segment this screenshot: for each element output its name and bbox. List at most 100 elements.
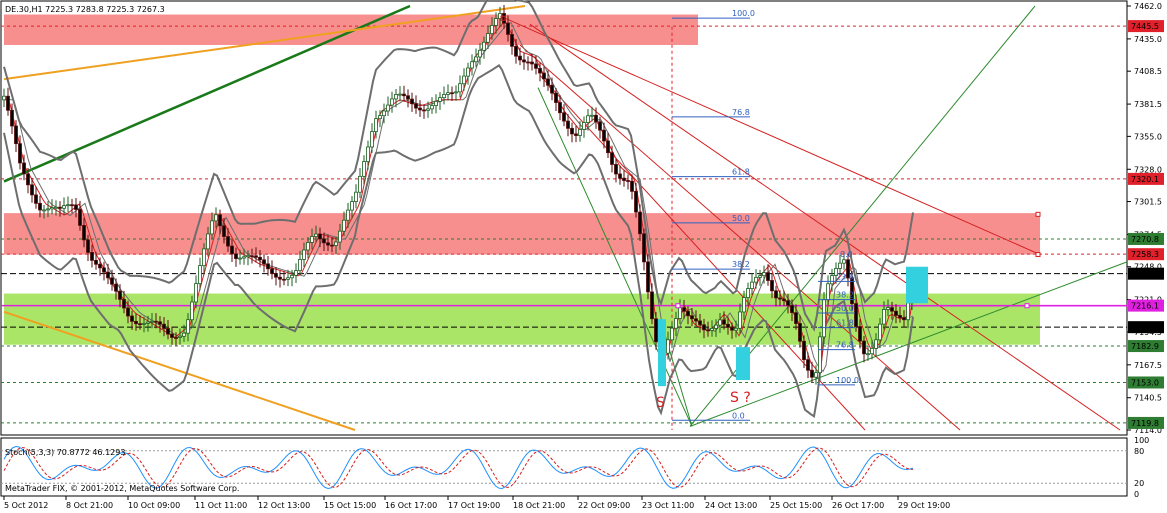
candle-body	[882, 309, 886, 325]
candle-body	[462, 75, 466, 85]
price-marker-label: 7119.8	[1131, 419, 1159, 428]
candle-body	[66, 204, 70, 207]
candle-body	[474, 56, 478, 63]
candle-body	[654, 318, 658, 343]
fibo-second-label: 23.6	[836, 272, 854, 281]
x-tick-label: 29 Oct 19:00	[898, 501, 950, 510]
candle-body	[238, 257, 242, 260]
candle-body	[162, 323, 166, 329]
x-tick-label: 24 Oct 13:00	[705, 501, 757, 510]
candle-body	[50, 207, 54, 210]
price-marker-bg	[1128, 248, 1164, 261]
candle-body	[586, 115, 590, 123]
candle-body	[722, 319, 726, 325]
fibo-main-label: 50.0	[732, 214, 750, 223]
candle-body	[834, 268, 838, 276]
zone-resistance-mid	[4, 213, 1040, 255]
candle-body	[518, 55, 522, 61]
fibo-main-label: 61.8	[732, 168, 750, 177]
fibo-second-label: 61.8	[836, 319, 854, 328]
stoch-y-label: 80	[1134, 447, 1144, 456]
price-marker-bg	[1128, 416, 1164, 429]
candle-body	[230, 245, 234, 255]
candle-body	[194, 283, 198, 303]
candle-body	[362, 161, 366, 177]
candle-body	[434, 100, 438, 107]
candle-body	[390, 98, 394, 106]
price-axis: 7462.0 7435.0 7408.5 7381.5 7355.0 7328.0 7301…	[1127, 2, 1164, 435]
candle-body	[138, 323, 142, 326]
candle-body	[902, 317, 906, 321]
candle-body	[422, 109, 426, 112]
candle-body	[838, 262, 842, 269]
candle-body	[486, 33, 490, 43]
price-marker-label: 7445.5	[1131, 22, 1159, 31]
candle-body	[594, 114, 598, 123]
candle-body	[46, 208, 50, 211]
candle-body	[802, 340, 806, 361]
candle-body	[566, 120, 570, 129]
candle-body	[630, 180, 634, 192]
candle-body	[854, 303, 858, 327]
candle-body	[110, 277, 114, 285]
candle-body	[562, 112, 566, 122]
candle-body	[70, 204, 74, 207]
candle-body	[150, 320, 154, 323]
x-tick-label: 11 Oct 11:00	[195, 501, 247, 510]
candle-body	[506, 22, 510, 35]
price-marker-label: 7153.0	[1131, 378, 1159, 387]
candle-body	[762, 272, 766, 277]
y-tick-label: 7435.0	[1134, 35, 1162, 44]
candle-body	[778, 297, 782, 300]
candle-body	[438, 97, 442, 102]
candle-body	[350, 201, 354, 211]
candle-body	[430, 105, 434, 110]
candle-body	[406, 95, 410, 100]
candle-body	[234, 253, 238, 259]
candle-body	[546, 78, 550, 86]
price-marker-bg	[1128, 172, 1164, 185]
candle-body	[178, 335, 182, 338]
trendline-red-1	[529, 23, 1121, 431]
candle-body	[530, 61, 534, 65]
candle-body	[270, 268, 274, 274]
candle-body	[118, 290, 122, 300]
candle-body	[38, 202, 42, 211]
candle-body	[214, 214, 218, 222]
x-tick-label: 17 Oct 19:00	[448, 501, 500, 510]
candle-body	[454, 91, 458, 94]
candle-body	[806, 359, 810, 371]
candle-body	[810, 369, 814, 378]
price-marker-bg	[1128, 267, 1164, 280]
candle-body	[746, 288, 750, 298]
x-tick-label: 25 Oct 15:00	[770, 501, 822, 510]
x-tick-label: 22 Oct 09:00	[578, 501, 630, 510]
fibo-second-label: 76.8	[836, 341, 854, 350]
candle-body	[402, 93, 406, 97]
candle-body	[34, 194, 38, 204]
x-tick-label: 15 Oct 15:00	[324, 501, 376, 510]
candle-body	[198, 265, 202, 285]
candle-body	[182, 332, 186, 337]
candle-body	[894, 310, 898, 316]
candle-body	[166, 328, 170, 335]
y-tick-label: 7408.5	[1134, 67, 1162, 76]
candle-body	[374, 118, 378, 133]
y-tick-label: 7462.0	[1134, 2, 1162, 11]
candle-body	[414, 103, 418, 109]
candle-body	[614, 164, 618, 175]
candle-body	[202, 248, 206, 267]
candle-body	[706, 329, 710, 332]
candles-layer	[2, 5, 928, 387]
candle-body	[398, 93, 402, 96]
chart-title: DE.30,H1 7225.3 7283.8 7225.3 7267.3	[5, 5, 165, 14]
candle-body	[14, 125, 18, 145]
candle-body	[874, 339, 878, 349]
trendline-green-leg	[537, 87, 693, 427]
fibo-main-label: 0.0	[732, 411, 745, 420]
candle-body	[590, 114, 594, 117]
candle-body	[622, 177, 626, 181]
candle-body	[782, 298, 786, 302]
candle-body	[626, 180, 630, 182]
